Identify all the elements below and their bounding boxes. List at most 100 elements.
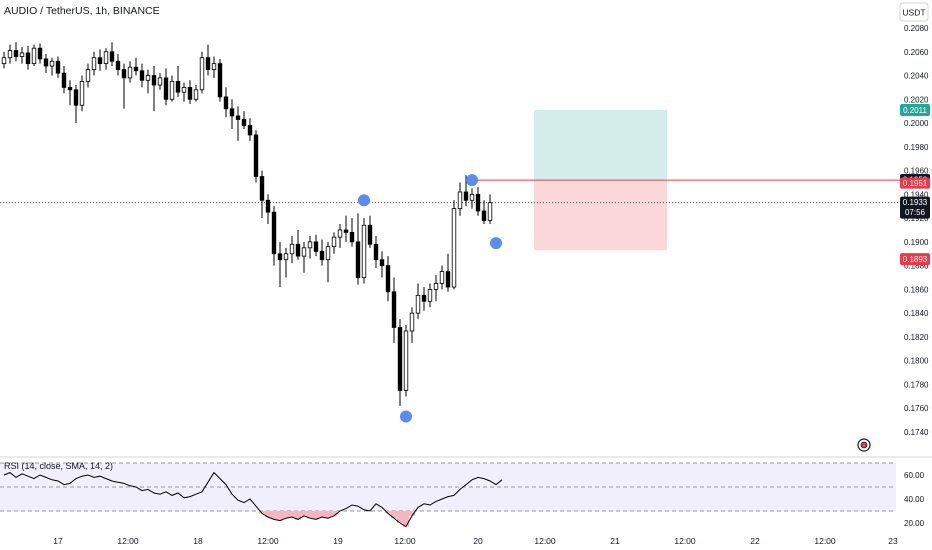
candle-body (19, 52, 25, 57)
candle-body (49, 60, 55, 67)
candle-body (211, 63, 217, 70)
candle-body (295, 243, 301, 257)
price-tick-label: 0.2060 (904, 48, 929, 57)
long-position-tool[interactable] (534, 109, 667, 251)
price-tick-label: 0.2080 (904, 24, 929, 33)
rsi-pane[interactable]: RSI (14, close, SMA, 14, 2) 60.00 40.00 20… (0, 456, 932, 528)
candle-body (13, 50, 19, 57)
candle-body (469, 193, 475, 201)
price-tick-label: 0.1800 (904, 357, 929, 366)
candle-body (283, 253, 289, 261)
price-tick-label: 0.2000 (904, 119, 929, 128)
rsi-oversold-fill (259, 511, 415, 527)
candle-body (175, 81, 181, 93)
candle-body (481, 210, 487, 221)
stop-zone[interactable] (534, 181, 667, 251)
candle-body (97, 57, 103, 65)
target-price-tag (900, 103, 930, 116)
time-tick-label: 17 (53, 536, 63, 546)
candle-body (181, 87, 187, 93)
currency-button[interactable] (899, 2, 929, 22)
price-tick-label: 0.1880 (904, 262, 929, 271)
candle-body (91, 57, 97, 70)
candle-body (139, 70, 145, 81)
price-tick-label: 0.1740 (904, 428, 929, 437)
time-tick-label: 19 (333, 536, 343, 546)
candle-body (379, 259, 385, 267)
candle-body (355, 241, 361, 278)
candle-body (61, 72, 67, 88)
stop-price-text: 0.1893 (903, 255, 928, 264)
candle-body (331, 236, 337, 248)
target-zone[interactable] (534, 109, 667, 182)
candle-body (169, 81, 175, 100)
candle-body (367, 224, 373, 245)
rsi-line[interactable] (3, 471, 503, 528)
candle-body (403, 330, 409, 391)
candle-body (271, 211, 277, 255)
last-price-tag (900, 196, 930, 219)
candle-body (157, 77, 163, 86)
price-axis[interactable]: USDT 0.2080 0.2060 0.2040 0.2020 0.2000 0.198… (899, 2, 930, 437)
rsi-tick-label: 60.00 (904, 471, 925, 480)
candle-body (439, 271, 445, 284)
candle-body (193, 89, 199, 100)
candle-body (397, 327, 403, 391)
pivot-marker[interactable] (400, 410, 412, 423)
candle-body (241, 119, 247, 126)
price-tick-label: 0.1860 (904, 285, 929, 294)
pivot-marker[interactable] (358, 194, 370, 207)
pivot-marker[interactable] (466, 174, 478, 187)
price-tick-label: 0.1780 (904, 380, 929, 389)
candle-body (373, 243, 379, 261)
price-tick-label: 0.2040 (904, 72, 929, 81)
candlestick-series[interactable] (1, 42, 493, 406)
candle-body (445, 271, 451, 288)
candle-body (409, 312, 415, 332)
price-tick-label: 0.1900 (904, 238, 929, 247)
chart-settings-icon[interactable] (857, 438, 871, 452)
candle-body (145, 75, 151, 81)
last-price-text: 0.1933 (903, 198, 928, 207)
time-axis[interactable]: 17 12:00 18 12:00 19 12:00 20 12:00 21 12:00 22 12:… (53, 536, 898, 546)
candle-body (1, 57, 7, 65)
candle-body (259, 176, 265, 201)
price-tick-label: 0.1760 (904, 404, 929, 413)
candle-body (391, 291, 397, 328)
candle-body (205, 57, 211, 70)
candle-body (325, 246, 331, 261)
time-tick-label: 18 (193, 536, 203, 546)
candle-body (235, 115, 241, 120)
candle-body (313, 241, 319, 252)
candle-body (337, 229, 343, 238)
candle-body (73, 89, 79, 106)
candle-body (385, 265, 391, 293)
rsi-title: RSI (14, close, SMA, 14, 2) (4, 461, 113, 471)
candle-body (415, 294, 421, 314)
candle-body (487, 202, 493, 221)
time-tick-label: 20 (473, 536, 483, 546)
time-tick-label: 12:00 (534, 536, 556, 546)
pivot-markers[interactable] (358, 174, 502, 423)
candle-body (277, 253, 283, 261)
candle-body (421, 294, 427, 302)
time-tick-label: 23 (888, 536, 898, 546)
candle-body (457, 191, 463, 210)
candle-body (187, 87, 193, 100)
candle-body (433, 283, 439, 290)
candle-body (217, 63, 223, 98)
target-price-text: 0.2011 (903, 106, 927, 115)
candle-body (103, 51, 109, 65)
candle-body (427, 289, 433, 302)
candle-body (229, 108, 235, 117)
candle-body (121, 69, 127, 79)
time-tick-label: 22 (750, 536, 760, 546)
candle-body (31, 47, 37, 65)
candle-body (55, 60, 61, 74)
time-tick-label: 21 (610, 536, 620, 546)
candle-body (133, 66, 139, 72)
pivot-marker[interactable] (490, 237, 502, 250)
candle-body (475, 193, 481, 212)
price-tick-label: 0.1980 (904, 143, 929, 152)
